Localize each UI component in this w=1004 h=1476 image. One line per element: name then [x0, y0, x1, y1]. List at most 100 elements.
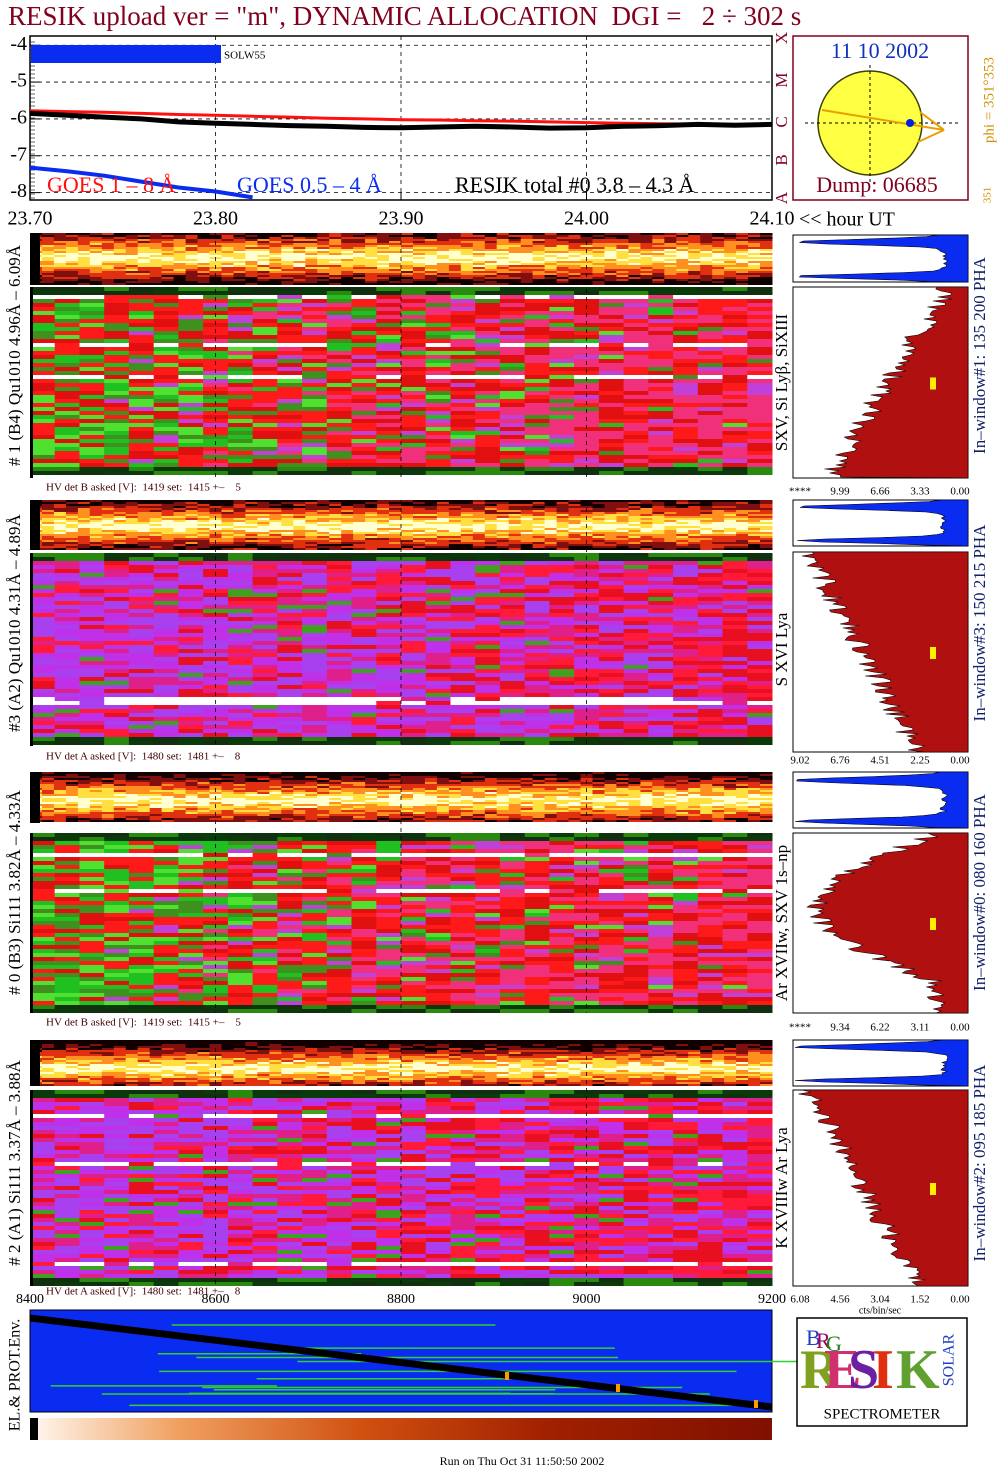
strip-cell: [556, 259, 570, 261]
strip-cell: [329, 544, 342, 546]
strip-cell: [341, 538, 354, 540]
strip-cell: [293, 530, 306, 532]
strip-cell: [65, 247, 79, 249]
strip-cell: [592, 235, 605, 237]
strip-cell: [173, 528, 187, 530]
heat-cell: [697, 383, 723, 387]
strip-cell: [245, 279, 258, 281]
heat-cell: [79, 565, 105, 569]
strip-cell: [341, 281, 354, 283]
strip-cell: [688, 247, 701, 249]
heat-cell: [598, 459, 625, 463]
strip-cell: [508, 275, 522, 277]
heat-cell: [747, 387, 773, 391]
strip-cell: [520, 514, 534, 516]
heat-cell: [524, 339, 550, 343]
heat-cell: [104, 335, 130, 339]
legend-entry: GOES 0.5 – 4 Å: [237, 172, 382, 197]
strip-cell: [317, 261, 330, 263]
heat-cell: [499, 307, 526, 311]
heat-cell: [401, 411, 427, 415]
strip-cell: [149, 259, 163, 261]
strip-cell: [436, 235, 450, 237]
heat-cell: [128, 363, 155, 367]
strip-cell: [532, 540, 546, 542]
strip-cell: [353, 538, 366, 540]
strip-cell: [712, 514, 725, 516]
heat-cell: [722, 303, 748, 307]
strip-cell: [736, 249, 749, 251]
heat-cell: [227, 443, 254, 447]
heat-cell: [598, 287, 625, 291]
strip-cell: [424, 500, 438, 502]
heat-cell: [697, 359, 723, 363]
strip-cell: [508, 241, 522, 243]
strip-cell: [101, 518, 115, 520]
strip-cell: [42, 538, 55, 540]
strip-cell: [748, 277, 761, 279]
strip-cell: [185, 506, 199, 508]
heat-cell: [673, 589, 699, 593]
heat-cell: [326, 463, 352, 467]
strip-cell: [42, 522, 55, 524]
heat-cell: [475, 343, 501, 347]
strip-cell: [185, 514, 199, 516]
heat-cell: [475, 463, 501, 467]
strip-cell: [269, 267, 282, 269]
strip-cell: [616, 283, 629, 285]
heat-cell: [178, 403, 204, 407]
strip-cell: [460, 530, 474, 532]
strip-cell: [544, 534, 558, 536]
strip-cell: [161, 546, 175, 548]
strip-cell: [317, 269, 330, 271]
heat-cell: [450, 557, 476, 561]
heat-cell: [722, 375, 748, 379]
strip-cell: [125, 530, 139, 532]
strip-cell: [293, 534, 306, 536]
strip-cell: [592, 261, 605, 263]
heat-cell: [326, 569, 352, 573]
heat-cell: [79, 395, 105, 399]
heat-cell: [277, 395, 303, 399]
strip-cell: [508, 279, 522, 281]
hist-scale: 6.66: [870, 486, 890, 498]
heat-cell: [128, 553, 155, 557]
strip-cell: [125, 269, 139, 271]
strip-cell: [544, 241, 558, 243]
heat-cell: [623, 419, 649, 423]
heat-cell: [499, 363, 526, 367]
strip-cell: [700, 524, 713, 526]
heat-cell: [673, 343, 699, 347]
strip-cell: [568, 251, 581, 253]
strip-cell: [113, 532, 127, 534]
heat-cell: [524, 311, 550, 315]
heat-cell: [450, 291, 476, 295]
strip-cell: [532, 502, 546, 504]
heat-cell: [326, 589, 352, 593]
strip-cell: [65, 546, 79, 548]
strip-cell: [149, 249, 163, 251]
strip-cell: [436, 271, 450, 273]
heat-cell: [697, 303, 723, 307]
heat-cell: [252, 565, 278, 569]
strip-cell: [448, 257, 462, 259]
strip-cell: [448, 251, 462, 253]
strip-cell: [401, 524, 414, 526]
heat-cell: [104, 299, 130, 303]
strip-cell: [341, 241, 354, 243]
strip-cell: [101, 506, 115, 508]
heat-cell: [549, 295, 575, 299]
strip-cell: [317, 275, 330, 277]
strip-cell: [748, 534, 761, 536]
strip-cell: [317, 277, 330, 279]
strip-cell: [628, 283, 641, 285]
strip-cell: [317, 520, 330, 522]
heat-cell: [697, 351, 723, 355]
strip-cell: [65, 530, 79, 532]
strip-cell: [65, 273, 79, 275]
heat-cell: [747, 431, 773, 435]
heat-cell: [30, 331, 56, 335]
strip-cell: [664, 520, 677, 522]
strip-cell: [149, 514, 163, 516]
heat-cell: [425, 383, 451, 387]
